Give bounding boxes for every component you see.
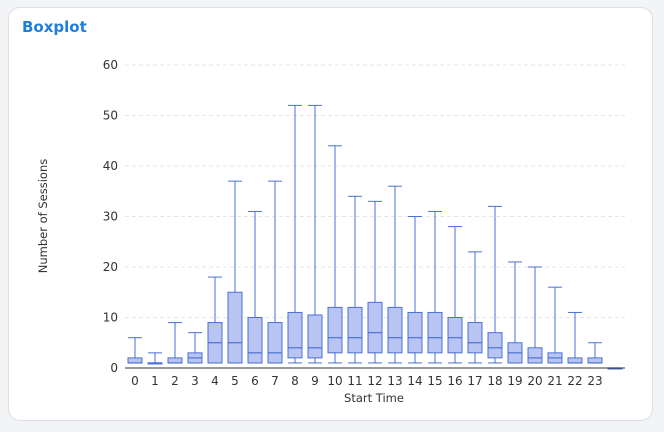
x-tick-label: 15 <box>427 374 442 388</box>
box-13 <box>387 185 403 364</box>
x-tick-label: 18 <box>487 374 502 388</box>
y-tick-label: 0 <box>110 361 118 375</box>
x-tick-label: 16 <box>447 374 462 388</box>
box-iqr <box>527 347 543 364</box>
box-iqr <box>587 357 603 364</box>
x-tick-label: 11 <box>347 374 362 388</box>
box-1 <box>147 352 163 365</box>
x-tick-label: 6 <box>251 374 259 388</box>
box-iqr <box>327 306 343 354</box>
box-iqr <box>567 357 583 364</box>
box-15 <box>427 210 443 364</box>
x-tick-label: 23 <box>587 374 602 388</box>
y-tick-label: 10 <box>103 311 118 325</box>
box-iqr <box>467 322 483 354</box>
box-iqr <box>487 332 503 359</box>
box-18 <box>487 205 503 364</box>
box-9 <box>307 104 323 364</box>
x-tick-label: 14 <box>407 374 422 388</box>
x-tick-label: 4 <box>211 374 219 388</box>
x-tick-label: 22 <box>567 374 582 388</box>
x-tick-label: 21 <box>547 374 562 388</box>
box-20 <box>527 266 543 364</box>
box-0 <box>127 337 143 364</box>
box-2 <box>167 322 183 364</box>
box-4 <box>207 276 223 364</box>
y-tick-label: 60 <box>103 58 118 72</box>
box-3 <box>187 332 203 364</box>
x-tick-label: 5 <box>231 374 239 388</box>
x-tick-label: 2 <box>171 374 179 388</box>
x-tick-label: 1 <box>151 374 159 388</box>
y-axis-title: Number of Sessions <box>36 159 50 273</box>
box-14 <box>407 216 423 364</box>
box-10 <box>327 145 343 364</box>
box-iqr <box>127 357 143 364</box>
x-tick-label: 17 <box>467 374 482 388</box>
box-21 <box>547 286 563 364</box>
box-iqr <box>347 306 363 354</box>
x-tick-label: 3 <box>191 374 199 388</box>
y-tick-label: 30 <box>103 210 118 224</box>
box-iqr <box>367 301 383 354</box>
x-axis-title: Start Time <box>344 391 404 405</box>
box-iqr <box>307 314 323 359</box>
box-iqr <box>387 306 403 354</box>
box-iqr <box>227 291 243 364</box>
box-23 <box>587 342 603 364</box>
box-iqr <box>247 317 263 364</box>
x-tick-label: 13 <box>387 374 402 388</box>
box-iqr <box>267 322 283 364</box>
box-5 <box>227 180 243 364</box>
x-tick-label: 7 <box>271 374 279 388</box>
box-8 <box>287 104 303 364</box>
x-tick-label: 19 <box>507 374 522 388</box>
box-12 <box>367 200 383 364</box>
box-16 <box>447 226 463 364</box>
x-axis-ticks: 0 1 2 3 4 5 6 7 8 9 10 11 12 13 14 15 16 17 18 19 20 21 22 23 <box>131 374 602 388</box>
box-11 <box>347 195 363 364</box>
box-6 <box>247 210 263 364</box>
box-7 <box>267 180 283 364</box>
x-tick-label: 9 <box>311 374 319 388</box>
box-iqr <box>287 311 303 359</box>
x-tick-label: 0 <box>131 374 139 388</box>
x-tick-label: 10 <box>327 374 342 388</box>
box-iqr <box>447 317 463 354</box>
box-iqr <box>427 311 443 354</box>
y-tick-label: 20 <box>103 260 118 274</box>
box-iqr <box>407 311 423 354</box>
y-axis-ticks: 0 10 20 30 40 50 60 <box>103 58 118 375</box>
boxes <box>127 104 623 370</box>
box-17 <box>467 251 483 364</box>
box-19 <box>507 261 523 364</box>
box-22 <box>567 311 583 364</box>
x-tick-label: 20 <box>527 374 542 388</box>
y-tick-label: 40 <box>103 159 118 173</box>
box-iqr <box>167 357 183 364</box>
chart-title: Boxplot <box>22 18 87 36</box>
y-tick-label: 50 <box>103 109 118 123</box>
x-tick-label: 12 <box>367 374 382 388</box>
x-tick-label: 8 <box>291 374 299 388</box>
